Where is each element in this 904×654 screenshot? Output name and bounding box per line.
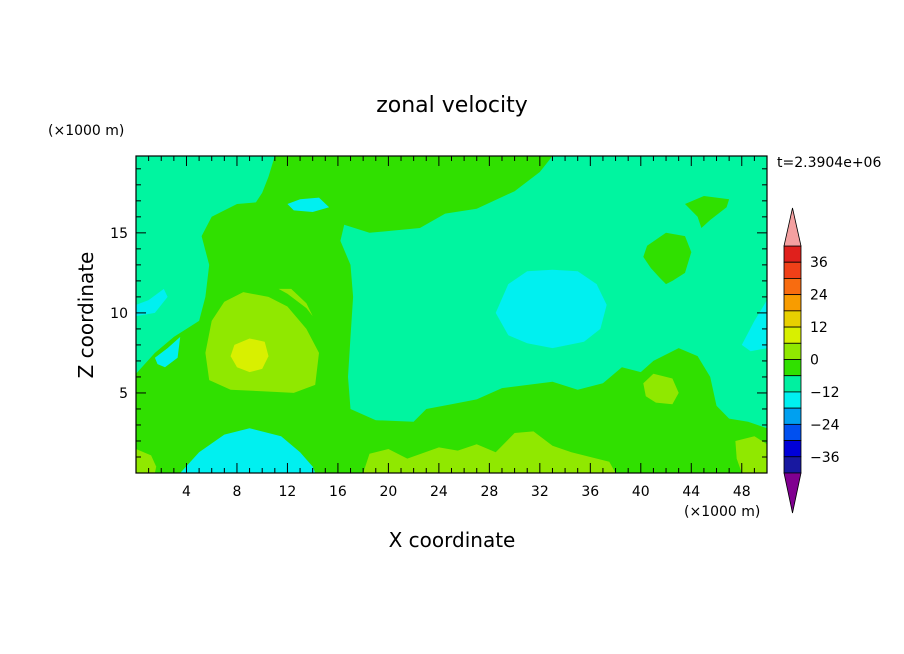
contour-region-2: [685, 196, 730, 228]
x-tick-label: 36: [581, 484, 599, 500]
time-label: t=2.3904e+06: [777, 155, 881, 171]
x-tick-label: 16: [329, 484, 347, 500]
contour-region-6: [278, 288, 313, 317]
colorbar-swatch: [783, 423, 802, 441]
contour-region-13: [136, 288, 168, 317]
x-unit-label: (×1000 m): [684, 504, 760, 520]
contour-region-8: [363, 431, 616, 473]
colorbar-swatch: [783, 456, 802, 474]
y-tick-label: 10: [110, 306, 128, 322]
x-axis-ticks: 4 8 12 16 20 24 28 32 36 40 44 48: [148, 156, 755, 500]
colorbar-label: −12: [810, 385, 840, 401]
colorbar-swatch: [783, 278, 802, 296]
x-tick-label: 24: [430, 484, 448, 500]
x-tick-label: 20: [379, 484, 397, 500]
contour-fields: [136, 156, 767, 473]
y-tick-label: 15: [110, 226, 128, 242]
colorbar-swatch: [783, 375, 802, 393]
contour-region-0: [136, 156, 767, 473]
contour-region-11: [180, 428, 316, 473]
x-tick-label: 8: [232, 484, 241, 500]
contour-region-9: [136, 449, 157, 473]
colorbar-swatch: [783, 245, 802, 263]
contour-region-7: [643, 373, 679, 405]
colorbar-label: 36: [810, 255, 828, 271]
colorbar-swatch: [783, 326, 802, 344]
colorbar-label: 12: [810, 320, 828, 336]
x-axis-label: X coordinate: [389, 528, 516, 552]
colorbar-swatch: [783, 342, 802, 360]
x-tick-label: 28: [480, 484, 498, 500]
colorbar-label: 0: [810, 353, 819, 369]
chart-title: zonal velocity: [376, 93, 528, 118]
colorbar-swatch: [783, 440, 802, 458]
colorbar-swatch: [783, 294, 802, 312]
colorbar-label: −24: [810, 417, 840, 433]
colorbar-label: 24: [810, 288, 828, 304]
colorbar-over-triangle: [783, 207, 802, 247]
colorbar-swatch: [783, 391, 802, 409]
colorbar-under-triangle: [783, 472, 802, 514]
colorbar-swatch: [783, 261, 802, 279]
x-tick-label: 48: [733, 484, 751, 500]
colorbar-swatch: [783, 407, 802, 425]
contour-region-10: [735, 436, 767, 473]
contour-region-1: [643, 232, 692, 285]
y-axis-label: Z coordinate: [74, 252, 98, 379]
contour-region-14: [495, 269, 607, 349]
colorbar-swatch: [783, 310, 802, 328]
contour-region-16: [287, 197, 330, 212]
x-tick-label: 44: [682, 484, 700, 500]
colorbar-swatch: [783, 359, 802, 377]
x-tick-label: 32: [531, 484, 549, 500]
y-unit-label: (×1000 m): [48, 123, 124, 139]
x-tick-label: 4: [182, 484, 191, 500]
contour-region-5: [230, 338, 269, 373]
x-tick-label: 40: [632, 484, 650, 500]
colorbar-label: −36: [810, 450, 840, 466]
colorbar: 36 24 12 0 −12 −24 −36: [783, 207, 840, 514]
y-axis-ticks: 5 10 15: [110, 168, 767, 458]
y-tick-label: 5: [119, 386, 128, 402]
contour-region-12: [154, 336, 181, 368]
x-tick-label: 12: [279, 484, 297, 500]
